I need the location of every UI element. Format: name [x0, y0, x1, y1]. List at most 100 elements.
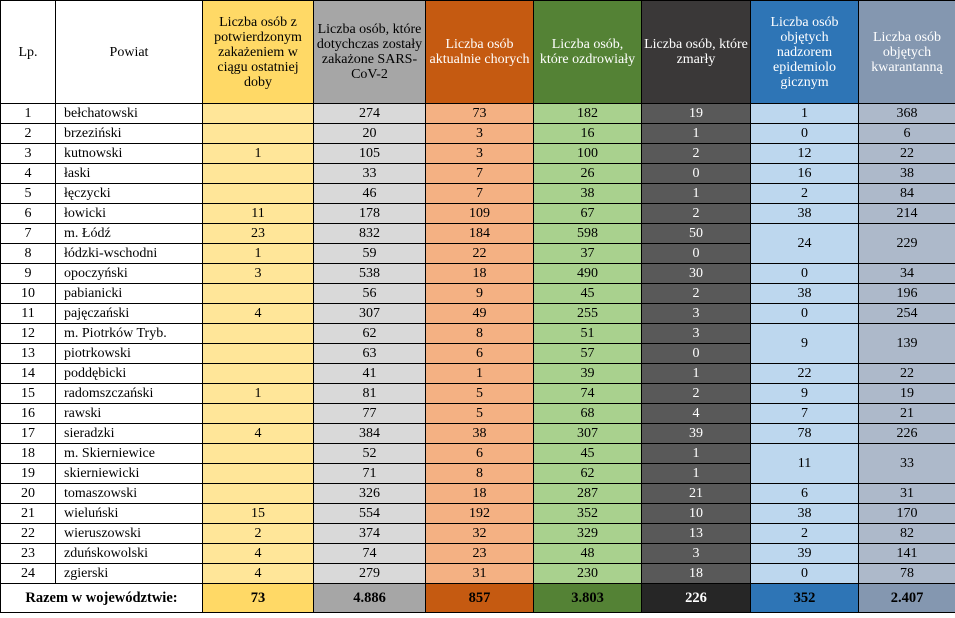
row-deceased: 0	[641, 163, 751, 184]
row-new-cases: 11	[202, 203, 314, 224]
row-powiat: rawski	[55, 403, 203, 424]
row-deceased: 10	[641, 503, 751, 524]
row-powiat: bełchatowski	[55, 103, 203, 124]
row-lp: 16	[0, 403, 56, 424]
total-recovered: 3.803	[533, 583, 642, 613]
table-row: 9 opoczyński 3 538 18 490 30 0 34	[0, 263, 955, 284]
row-powiat: radomszczański	[55, 383, 203, 404]
row-deceased: 2	[641, 383, 751, 404]
row-new-cases	[202, 283, 314, 304]
row-currently-sick: 18	[425, 483, 534, 504]
row-deceased: 3	[641, 323, 751, 344]
row-currently-sick: 7	[425, 163, 534, 184]
row-total-infected: 63	[313, 343, 426, 364]
row-lp: 10	[0, 283, 56, 304]
row-new-cases	[202, 483, 314, 504]
row-deceased: 3	[641, 543, 751, 564]
row-total-infected: 279	[313, 563, 426, 584]
table-row: 12 m. Piotrków Tryb. 62 8 51 3 9 139	[0, 323, 955, 364]
row-recovered: 38	[533, 183, 642, 204]
row-recovered: 39	[533, 363, 642, 384]
row-recovered: 74	[533, 383, 642, 404]
row-lp: 4	[0, 163, 56, 184]
table-row: 18 m. Skierniewice 52 6 45 1 11 33	[0, 443, 955, 484]
row-new-cases	[202, 363, 314, 384]
row-new-cases	[202, 163, 314, 184]
total-epi-supervision: 352	[750, 583, 859, 613]
table-row: 22 wieruszowski 2 374 32 329 13 2 82	[0, 523, 955, 544]
table-row: 5 łęczycki 46 7 38 1 2 84	[0, 183, 955, 204]
row-epi-supervision: 1	[750, 103, 859, 124]
row-quarantine: 254	[858, 303, 955, 324]
row-currently-sick: 49	[425, 303, 534, 324]
row-deceased: 19	[641, 103, 751, 124]
row-epi-supervision: 0	[750, 263, 859, 284]
row-new-cases: 4	[202, 563, 314, 584]
header-new-cases: Liczba osób z potwierdzonym zakażeniem w…	[202, 0, 314, 104]
row-lp: 6	[0, 203, 56, 224]
row-deceased: 30	[641, 263, 751, 284]
row-quarantine: 38	[858, 163, 955, 184]
row-new-cases	[202, 323, 314, 344]
row-new-cases: 23	[202, 223, 314, 244]
row-total-infected: 274	[313, 103, 426, 124]
row-lp: 1	[0, 103, 56, 124]
row-deceased: 39	[641, 423, 751, 444]
row-total-infected: 20	[313, 123, 426, 144]
row-quarantine: 22	[858, 363, 955, 384]
row-quarantine: 196	[858, 283, 955, 304]
row-recovered: 352	[533, 503, 642, 524]
header-total-infected: Liczba osób, które dotychczas zostały za…	[313, 0, 426, 104]
header-currently-sick: Liczba osób aktualnie chorych	[425, 0, 534, 104]
row-currently-sick: 23	[425, 543, 534, 564]
table-row: 21 wieluński 15 554 192 352 10 38 170	[0, 503, 955, 524]
row-quarantine: 139	[858, 323, 955, 364]
row-lp: 3	[0, 143, 56, 164]
row-new-cases: 1	[202, 243, 314, 264]
row-epi-supervision: 24	[750, 223, 859, 264]
row-quarantine: 82	[858, 523, 955, 544]
header-row: Lp. Powiat Liczba osób z potwierdzonym z…	[0, 0, 955, 104]
row-lp: 9	[0, 263, 56, 284]
row-currently-sick: 8	[425, 463, 534, 484]
row-deceased: 18	[641, 563, 751, 584]
row-total-infected: 56	[313, 283, 426, 304]
row-powiat: pabianicki	[55, 283, 203, 304]
row-powiat: kutnowski	[55, 143, 203, 164]
row-new-cases: 15	[202, 503, 314, 524]
row-deceased: 2	[641, 283, 751, 304]
row-currently-sick: 184	[425, 223, 534, 244]
row-total-infected: 81	[313, 383, 426, 404]
row-total-infected: 538	[313, 263, 426, 284]
total-currently-sick: 857	[425, 583, 534, 613]
header-lp: Lp.	[0, 0, 56, 104]
table-row: 1 bełchatowski 274 73 182 19 1 368	[0, 103, 955, 124]
row-recovered: 48	[533, 543, 642, 564]
row-lp: 2	[0, 123, 56, 144]
row-new-cases	[202, 403, 314, 424]
row-quarantine: 19	[858, 383, 955, 404]
row-deceased: 0	[641, 343, 751, 364]
row-total-infected: 41	[313, 363, 426, 384]
row-recovered: 26	[533, 163, 642, 184]
row-lp: 19	[0, 463, 56, 484]
row-lp: 11	[0, 303, 56, 324]
row-lp: 14	[0, 363, 56, 384]
row-recovered: 100	[533, 143, 642, 164]
row-recovered: 45	[533, 283, 642, 304]
row-epi-supervision: 12	[750, 143, 859, 164]
row-deceased: 2	[641, 143, 751, 164]
row-new-cases	[202, 183, 314, 204]
row-lp: 5	[0, 183, 56, 204]
row-epi-supervision: 9	[750, 323, 859, 364]
row-currently-sick: 22	[425, 243, 534, 264]
row-currently-sick: 6	[425, 443, 534, 464]
total-deceased: 226	[641, 583, 751, 613]
totals-row: Razem w województwie: 73 4.886 857 3.803…	[0, 583, 955, 613]
table-row: 23 zduńskowolski 4 74 23 48 3 39 141	[0, 543, 955, 564]
row-total-infected: 832	[313, 223, 426, 244]
table-row: 6 łowicki 11 178 109 67 2 38 214	[0, 203, 955, 224]
row-powiat: łódzki-wschodni	[55, 243, 203, 264]
row-deceased: 1	[641, 443, 751, 464]
row-epi-supervision: 6	[750, 483, 859, 504]
